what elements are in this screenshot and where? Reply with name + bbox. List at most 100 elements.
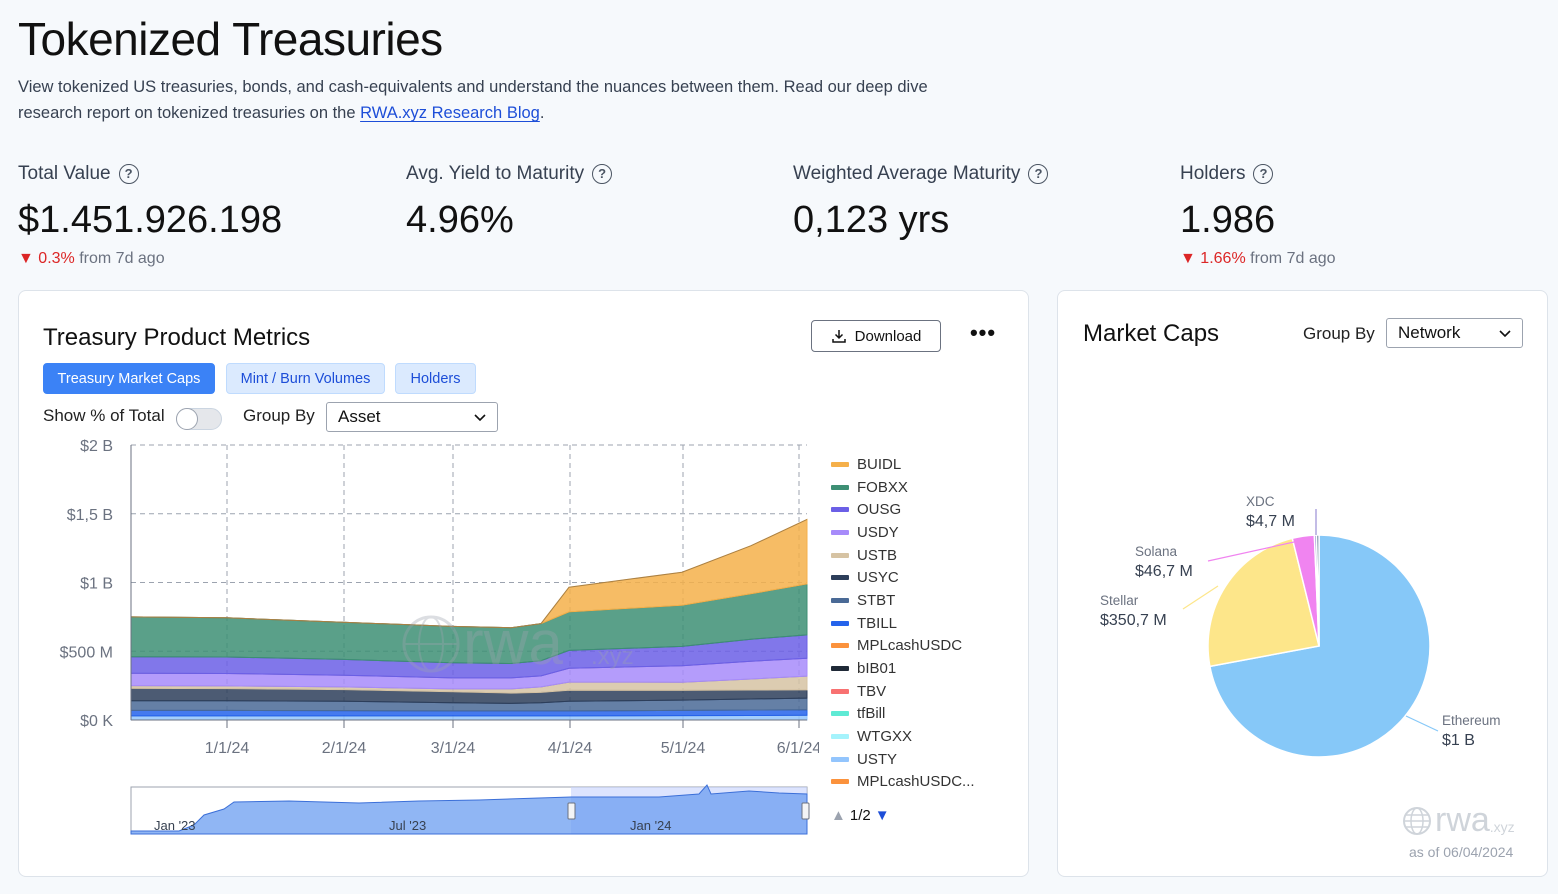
x-tick-label: 4/1/24 — [548, 740, 593, 757]
legend-label: TBILL — [857, 614, 898, 632]
pie-slice-stellar — [1207, 537, 1320, 668]
group-by-asset-select[interactable]: Asset — [326, 402, 498, 432]
globe-icon — [1403, 806, 1431, 835]
pager-up-icon[interactable]: ▲ — [831, 807, 846, 824]
area-line-buidl — [130, 518, 808, 629]
globe-meridian — [418, 616, 444, 672]
globe-icon — [402, 615, 460, 673]
as-of-date: as of 06/04/2024 — [1409, 844, 1514, 860]
stat-label: Total Value — [18, 163, 111, 184]
stat-value: 1.986 — [1180, 199, 1276, 241]
stat-change: ▼ 1.66% from 7d ago — [1180, 250, 1336, 267]
legend-item[interactable]: TBV — [831, 680, 975, 703]
pie-label-name: Solana — [1135, 544, 1178, 559]
intro-text: View tokenized US treasuries, bonds, and… — [18, 78, 928, 122]
legend-label: USTY — [857, 750, 898, 768]
legend-swatch — [831, 507, 849, 513]
legend-item[interactable]: bIB01 — [831, 657, 975, 680]
x-tick-label: 5/1/24 — [661, 740, 706, 757]
stat-weighted-maturity: Weighted Average Maturity? 0,123 yrs — [793, 163, 1049, 242]
pie-leader-line — [1207, 541, 1295, 562]
x-tick-label: 1/1/24 — [205, 740, 250, 757]
chart-legend: BUIDL FOBXX OUSG USDY USTB USYC STBT TBILL MPLca… — [831, 453, 975, 793]
rwa-watermark: rwa .xyz — [1402, 801, 1515, 840]
down-arrow-icon: ▼ — [1180, 250, 1196, 267]
help-icon[interactable]: ? — [1028, 164, 1049, 184]
network-pie-chart: Ethereum $1 B Stellar $350,7 M Solana $46,7 M… — [1100, 494, 1501, 758]
page-title: Tokenized Treasuries — [18, 13, 443, 65]
legend-item[interactable]: USYC — [831, 566, 975, 589]
legend-item[interactable]: MPLcashUSDC... — [831, 771, 975, 794]
pie-label-name: Stellar — [1100, 593, 1139, 608]
navigator-handle — [567, 802, 576, 820]
pie-label-value: $350,7 M — [1100, 612, 1167, 629]
more-options-button[interactable]: ••• — [969, 320, 997, 345]
group-by-network-select[interactable]: Network — [1386, 318, 1523, 348]
watermark-suffix: .xyz — [591, 643, 634, 670]
pie-label-name: XDC — [1246, 494, 1275, 509]
metrics-card: Treasury Product Metrics Download ••• Tr… — [18, 290, 1029, 877]
area-series-buidl — [130, 518, 808, 629]
help-icon[interactable]: ? — [118, 164, 139, 184]
stat-total-value: Total Value? $1.451.926.198 ▼ 0.3% from … — [18, 163, 282, 268]
legend-label: tfBill — [857, 705, 886, 723]
legend-item[interactable]: TBILL — [831, 612, 975, 635]
legend-label: USDY — [857, 523, 899, 541]
down-arrow-icon: ▼ — [18, 250, 34, 267]
chevron-down-icon — [474, 414, 486, 422]
rwa-watermark: rwa .xyz — [402, 609, 634, 678]
x-tick-label: 3/1/24 — [431, 740, 476, 757]
show-pct-label: Show % of Total — [43, 406, 165, 425]
legend-swatch — [831, 688, 849, 694]
legend-swatch — [831, 552, 849, 558]
stat-label: Weighted Average Maturity — [793, 163, 1021, 184]
download-icon — [831, 330, 846, 343]
pie-label-name: Ethereum — [1442, 713, 1501, 728]
legend-item[interactable]: USDY — [831, 521, 975, 544]
legend-item[interactable]: STBT — [831, 589, 975, 612]
legend-item[interactable]: FOBXX — [831, 476, 975, 499]
legend-swatch — [831, 461, 849, 467]
legend-label: STBT — [857, 591, 896, 609]
watermark-text: rwa — [463, 609, 563, 678]
legend-item[interactable]: tfBill — [831, 703, 975, 726]
pie-label-value: $46,7 M — [1135, 563, 1193, 580]
navigator-label: Jan '23 — [154, 818, 196, 833]
legend-label: BUIDL — [857, 455, 902, 473]
tab-mint-burn[interactable]: Mint / Burn Volumes — [226, 363, 385, 394]
legend-item[interactable]: OUSG — [831, 498, 975, 521]
tab-market-caps[interactable]: Treasury Market Caps — [43, 363, 215, 394]
y-tick-label: $2 B — [80, 438, 113, 455]
pie-leader-line — [1405, 715, 1439, 732]
stat-holders: Holders? 1.986 ▼ 1.66% from 7d ago — [1180, 163, 1336, 268]
show-pct-toggle[interactable] — [176, 408, 222, 430]
legend-pager: ▲ 1/2 ▼ — [831, 807, 890, 824]
pager-down-icon[interactable]: ▼ — [874, 807, 890, 824]
legend-item[interactable]: MPLcashUSDC — [831, 635, 975, 658]
tab-holders[interactable]: Holders — [395, 363, 476, 394]
legend-label: MPLcashUSDC — [857, 637, 963, 655]
group-by-label: Group By — [1303, 324, 1375, 343]
legend-item[interactable]: WTGXX — [831, 725, 975, 748]
legend-item[interactable]: BUIDL — [831, 453, 975, 476]
legend-item[interactable]: USTB — [831, 544, 975, 567]
chevron-down-icon — [1499, 330, 1511, 338]
legend-label: MPLcashUSDC... — [857, 773, 975, 791]
navigator-label: Jan '24 — [630, 818, 672, 833]
help-icon[interactable]: ? — [592, 164, 613, 184]
legend-swatch — [831, 734, 849, 740]
x-tick-label: 6/1/24 — [777, 740, 819, 757]
card-title: Market Caps — [1083, 320, 1220, 347]
legend-swatch — [831, 529, 849, 535]
download-button[interactable]: Download — [811, 320, 941, 352]
y-tick-label: $500 M — [60, 644, 113, 661]
navigator-series — [130, 784, 808, 835]
legend-swatch — [831, 711, 849, 717]
help-icon[interactable]: ? — [1253, 164, 1274, 184]
y-tick-label: $1,5 B — [67, 507, 113, 524]
legend-item[interactable]: USTY — [831, 748, 975, 771]
research-blog-link[interactable]: RWA.xyz Research Blog — [360, 104, 540, 122]
toggle-knob — [176, 408, 198, 430]
pie-label-value: $1 B — [1442, 732, 1475, 749]
legend-label: USTB — [857, 546, 898, 564]
